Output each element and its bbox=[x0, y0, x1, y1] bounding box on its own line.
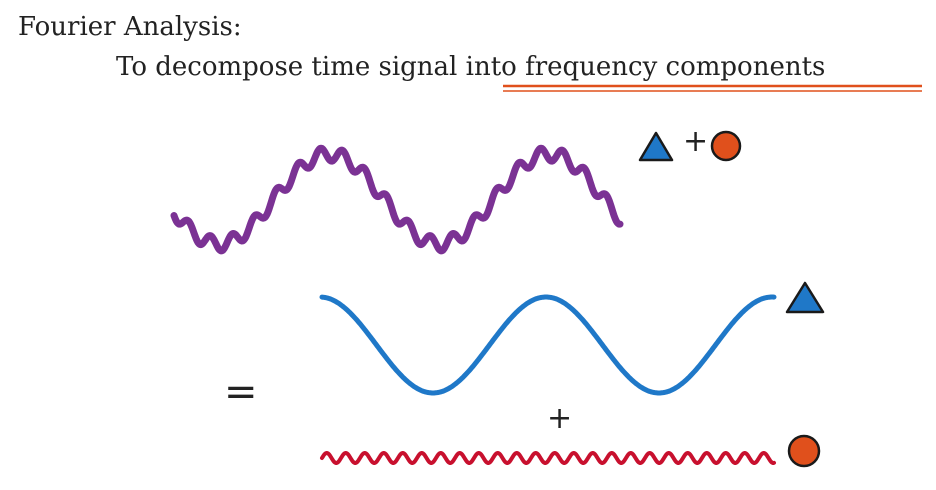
subtitle-prefix: To decompose time signal bbox=[116, 52, 466, 82]
slide-subtitle: To decompose time signal into frequency … bbox=[116, 52, 825, 82]
orange-circle-icon bbox=[787, 434, 821, 468]
subtitle-emphasis: into frequency components bbox=[465, 52, 826, 82]
plus-sign-legend: + bbox=[683, 124, 709, 159]
blue-triangle-icon bbox=[785, 281, 825, 314]
plus-sign: + bbox=[547, 401, 573, 436]
orange-circle-icon bbox=[710, 130, 742, 162]
slide-title: Fourier Analysis: bbox=[18, 12, 242, 42]
blue-triangle-icon bbox=[638, 131, 674, 162]
equals-sign: = bbox=[224, 369, 258, 415]
low-frequency-wave bbox=[319, 294, 777, 396]
composite-signal-wave bbox=[170, 144, 624, 255]
high-frequency-wave bbox=[320, 451, 776, 465]
